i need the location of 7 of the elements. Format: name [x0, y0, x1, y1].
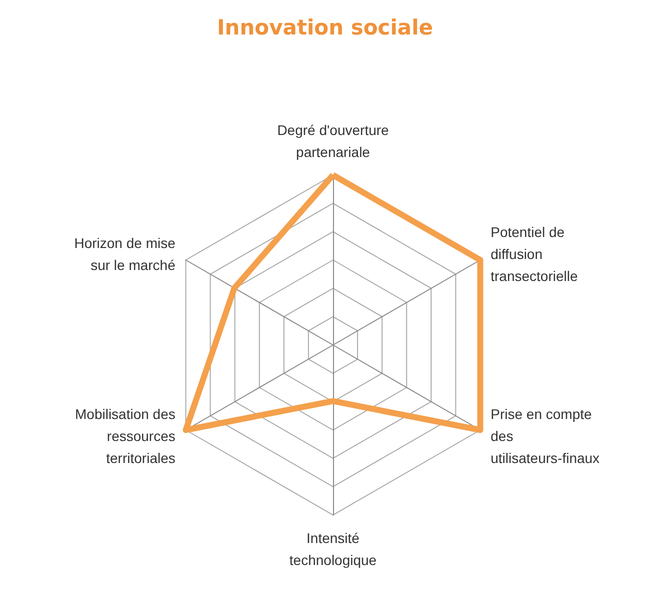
spoke-label: Horizon de mise sur le marché	[74, 235, 176, 273]
spoke-label: Mobilisation des ressources territoriales	[74, 406, 176, 466]
spoke-label: Prise en compte des utilisateurs-finaux	[490, 406, 600, 466]
spoke-label: Potentiel de diffusion transectorielle	[490, 224, 578, 284]
spoke-label: Intensité technologique	[289, 530, 377, 568]
spoke-label: Degré d'ouverture partenariale	[277, 122, 390, 160]
chart-title: Innovation sociale	[216, 16, 434, 40]
